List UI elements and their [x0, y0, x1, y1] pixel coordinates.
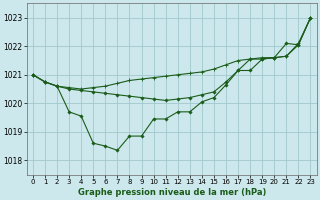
- X-axis label: Graphe pression niveau de la mer (hPa): Graphe pression niveau de la mer (hPa): [77, 188, 266, 197]
